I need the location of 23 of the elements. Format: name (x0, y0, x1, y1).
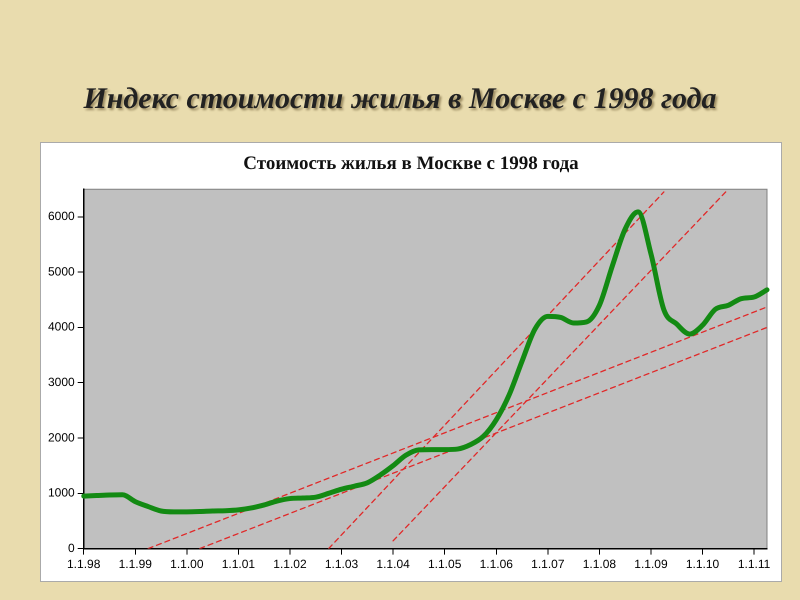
x-tick-label: 1.1.07 (531, 557, 565, 572)
chart-subtitle: Стоимость жилья в Москве с 1998 года (242, 153, 580, 175)
x-tick-label: 1.1.03 (324, 557, 359, 572)
y-tick-label: 6000 (48, 209, 76, 224)
y-tick-label: 3000 (48, 375, 76, 390)
x-tick-label: 1.1.08 (582, 557, 616, 572)
y-tick-label: 0 (68, 540, 76, 555)
x-tick-label: 1.1.01 (222, 557, 256, 572)
x-tick-label: 1.1.04 (376, 557, 410, 572)
y-tick-label: 1000 (48, 486, 76, 500)
chart-title: Индекс стоимости жилья в Москве с 1998 года (82, 82, 718, 116)
x-tick-label: 1.1.02 (273, 557, 307, 572)
x-tick-label: 1.1.05 (428, 557, 462, 572)
x-tick-label: 1.1.98 (67, 557, 101, 572)
x-tick-label: 1.1.09 (634, 557, 668, 572)
x-tick-label: 1.1.00 (170, 557, 204, 572)
y-tick-label: 5000 (48, 264, 76, 278)
x-tick-label: 1.1.10 (686, 557, 720, 572)
x-tick-label: 1.1.06 (480, 557, 514, 572)
x-tick-label: 1.1.99 (118, 557, 152, 572)
y-tick-label: 2000 (48, 430, 76, 444)
x-tick-label: 1.1.11 (738, 557, 771, 572)
y-tick-label: 4000 (48, 320, 76, 334)
